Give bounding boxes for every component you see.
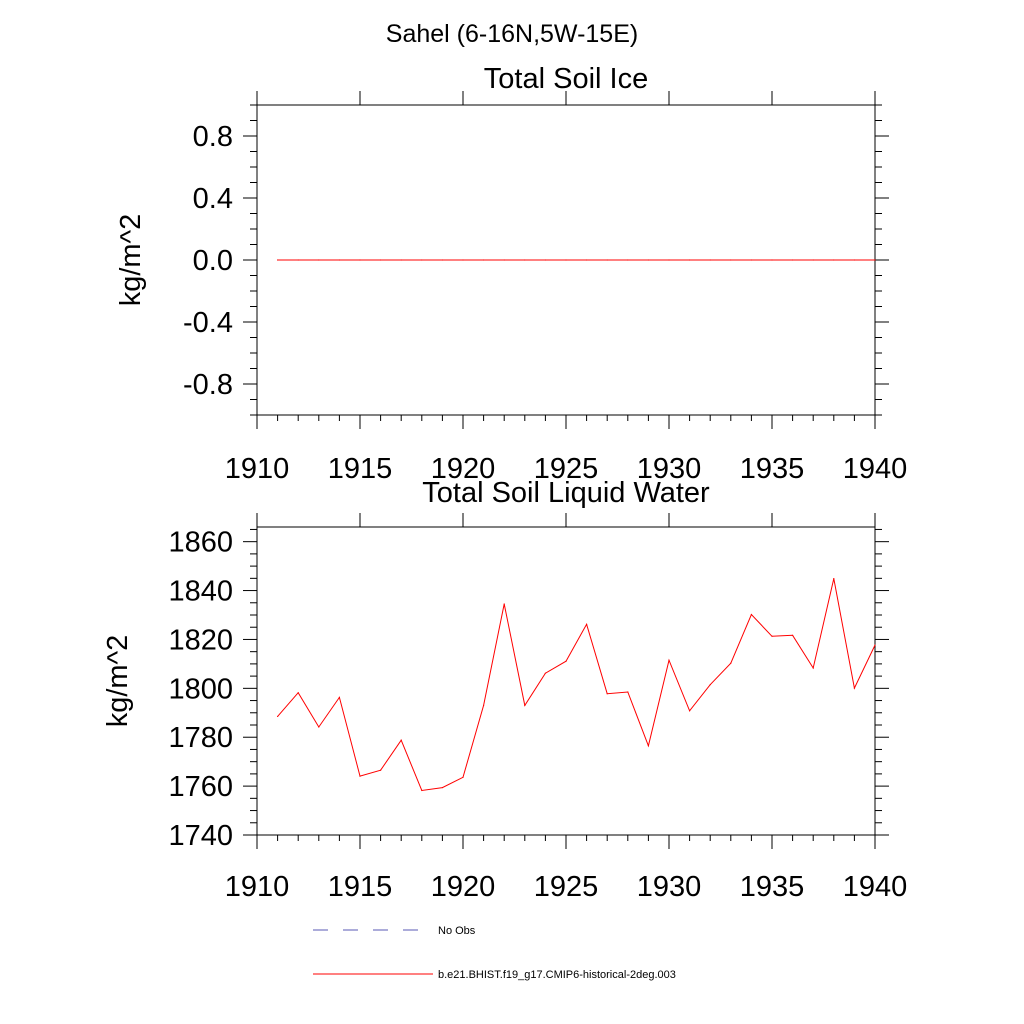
y-tick-label: 1740 — [168, 820, 233, 852]
y-tick-label: 0.4 — [193, 183, 233, 215]
data-point — [586, 623, 588, 625]
data-point — [318, 726, 320, 728]
y-tick-label: 1840 — [168, 576, 233, 608]
data-point — [462, 259, 464, 261]
data-point — [606, 259, 608, 261]
data-point — [853, 259, 856, 261]
x-tick-label: 1925 — [534, 453, 599, 485]
data-point — [689, 259, 691, 261]
data-point — [647, 745, 650, 747]
y-tick-label: 1800 — [168, 673, 233, 705]
series-line — [277, 578, 876, 792]
x-tick-label: 1930 — [637, 453, 702, 485]
data-point — [400, 739, 402, 741]
x-tick-label: 1935 — [740, 453, 805, 485]
data-point — [689, 710, 691, 712]
data-point — [874, 259, 876, 261]
data-point — [503, 259, 505, 261]
data-point — [400, 259, 402, 261]
data-point — [297, 692, 299, 694]
data-point — [750, 613, 753, 616]
data-point — [524, 704, 526, 707]
data-point — [627, 691, 629, 693]
legend-label-no-obs: No Obs — [438, 925, 476, 937]
plot-frame — [256, 526, 876, 836]
x-tick-label: 1920 — [431, 871, 496, 903]
y-tick-label: -0.4 — [183, 307, 233, 339]
data-point — [750, 259, 753, 261]
x-tick-label: 1910 — [225, 453, 290, 485]
panel-total-soil-ice: Total Soil Ice kg/m^2 1910 1915 1920 1925 1930… — [115, 63, 907, 485]
data-point — [483, 704, 485, 707]
panel-total-soil-liquid-water: Total Soil Liquid Water kg/m^2 1910 1915 192… — [102, 477, 907, 903]
y-tick-label: 0.0 — [193, 245, 233, 277]
data-point — [503, 603, 505, 605]
x-tick-label: 1935 — [740, 871, 805, 903]
x-tick-label: 1940 — [843, 871, 908, 903]
data-point — [586, 259, 588, 261]
data-point — [359, 259, 361, 261]
data-point — [277, 715, 279, 718]
data-point — [297, 259, 299, 261]
x-tick-label: 1915 — [328, 453, 393, 485]
data-point — [627, 259, 629, 261]
data-point — [792, 259, 794, 261]
y-axis-label: kg/m^2 — [115, 214, 147, 307]
legend-label-model-run: b.e21.BHIST.f19_g17.CMIP6-historical-2de… — [438, 969, 676, 981]
data-point — [483, 259, 485, 261]
y-tick-label: 0.8 — [193, 121, 233, 153]
panel-title: Total Soil Ice — [484, 63, 648, 95]
data-point — [709, 259, 711, 261]
x-tick-label: 1920 — [431, 453, 496, 485]
data-point — [544, 259, 547, 261]
data-point — [606, 693, 608, 695]
data-point — [874, 644, 876, 646]
data-point — [668, 659, 670, 661]
data-point — [565, 660, 567, 662]
x-tick-label: 1915 — [328, 871, 393, 903]
y-tick-label: 1860 — [168, 527, 233, 559]
data-point — [318, 259, 320, 261]
y-tick-label: 1780 — [168, 722, 233, 754]
data-point — [338, 696, 340, 698]
x-tick-label: 1925 — [534, 871, 599, 903]
data-point — [792, 634, 794, 636]
x-tick-label: 1930 — [637, 871, 702, 903]
data-point — [709, 684, 711, 686]
data-point — [833, 259, 835, 261]
figure-suptitle: Sahel (6-16N,5W-15E) — [386, 20, 638, 48]
x-tick-label: 1910 — [225, 871, 290, 903]
data-point — [833, 577, 835, 580]
data-point — [853, 687, 856, 689]
y-tick-label: 1760 — [168, 771, 233, 803]
y-axis-label: kg/m^2 — [102, 635, 134, 728]
data-point — [277, 259, 279, 261]
data-point — [647, 259, 650, 261]
data-point — [441, 786, 443, 789]
data-point — [380, 259, 382, 261]
data-point — [380, 769, 382, 771]
legend: No Obs b.e21.BHIST.f19_g17.CMIP6-histori… — [313, 925, 676, 981]
data-point — [359, 775, 361, 777]
data-point — [730, 662, 732, 664]
data-point — [812, 667, 814, 669]
data-point — [771, 259, 773, 261]
panel-title: Total Soil Liquid Water — [422, 477, 710, 509]
data-point — [421, 259, 423, 261]
data-point — [771, 635, 773, 637]
x-tick-label: 1940 — [843, 453, 908, 485]
data-point — [668, 259, 670, 261]
data-point — [338, 259, 340, 261]
data-point — [421, 789, 423, 792]
data-point — [462, 776, 464, 778]
y-tick-label: 1820 — [168, 624, 233, 656]
data-point — [441, 259, 443, 261]
y-tick-label: -0.8 — [183, 369, 233, 401]
data-point — [730, 259, 732, 261]
data-point — [565, 259, 567, 261]
data-point — [524, 259, 526, 261]
data-point — [812, 259, 814, 261]
data-point — [544, 672, 547, 674]
